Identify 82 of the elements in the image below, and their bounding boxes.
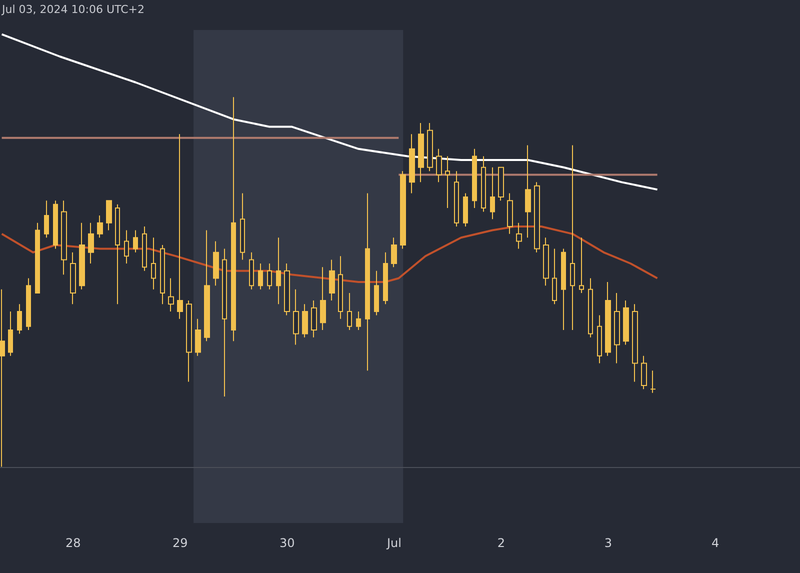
x-tick-label: 29 bbox=[172, 536, 188, 550]
candlestick bbox=[623, 300, 629, 346]
candlestick bbox=[418, 122, 424, 183]
candlestick bbox=[338, 256, 343, 320]
candlestick bbox=[409, 134, 415, 194]
candlestick bbox=[44, 200, 49, 238]
candlestick bbox=[61, 200, 67, 276]
candlestick bbox=[70, 252, 76, 305]
candlestick bbox=[204, 230, 210, 342]
candlestick bbox=[8, 311, 13, 356]
candlestick bbox=[391, 237, 397, 268]
x-tick-label: Jul bbox=[386, 536, 402, 550]
candlestick bbox=[160, 244, 165, 305]
candlestick bbox=[302, 304, 308, 338]
candlestick bbox=[0, 288, 5, 468]
text: Jul 03, 2024 10:06 UTC+2 bbox=[1, 3, 144, 16]
candlestick bbox=[356, 311, 361, 331]
candlestick bbox=[534, 182, 540, 253]
candlestick bbox=[240, 192, 245, 260]
candlestick bbox=[79, 222, 85, 290]
candlestick bbox=[97, 214, 103, 238]
candlestick bbox=[374, 270, 379, 316]
candlestick bbox=[597, 314, 602, 364]
candlestick bbox=[588, 278, 593, 338]
candlestick bbox=[320, 266, 326, 331]
candlestick bbox=[213, 240, 219, 286]
candlestick bbox=[436, 148, 442, 183]
candlestick bbox=[525, 144, 531, 238]
candlestick bbox=[124, 230, 129, 264]
candlestick bbox=[35, 222, 40, 294]
candlestick bbox=[427, 122, 433, 172]
candlestick bbox=[570, 144, 575, 331]
x-tick-label: 3 bbox=[604, 536, 612, 550]
candlestick bbox=[498, 166, 504, 202]
candlestick bbox=[347, 292, 352, 331]
candlestick bbox=[258, 262, 263, 290]
candlestick bbox=[561, 248, 566, 331]
candlestick bbox=[507, 192, 513, 234]
x-tick-label: 4 bbox=[711, 536, 720, 550]
candlestick bbox=[605, 281, 611, 356]
candlestick bbox=[552, 248, 557, 305]
candlestick bbox=[26, 278, 31, 331]
candlestick bbox=[641, 355, 647, 390]
candlestick bbox=[579, 237, 584, 294]
candlestick bbox=[543, 237, 549, 286]
candlestick bbox=[632, 304, 638, 382]
candlestick bbox=[454, 170, 459, 228]
candlestick bbox=[53, 200, 58, 250]
candlestick bbox=[17, 304, 22, 334]
candlestick bbox=[293, 288, 299, 346]
candlestick bbox=[329, 259, 335, 301]
x-tick-label: 2 bbox=[497, 536, 506, 550]
candlestick bbox=[383, 252, 388, 305]
candlestick bbox=[463, 192, 468, 228]
candlestick bbox=[267, 262, 272, 290]
candlestick bbox=[650, 370, 656, 394]
candlestick bbox=[284, 262, 290, 316]
candlestick bbox=[195, 318, 201, 356]
candlestick bbox=[142, 226, 147, 272]
candlestick bbox=[249, 252, 254, 290]
x-tick-label: 30 bbox=[280, 536, 295, 550]
candlestick bbox=[115, 204, 120, 305]
candlestick bbox=[490, 166, 495, 220]
candlestick bbox=[472, 148, 477, 209]
candlestick bbox=[177, 134, 183, 320]
candlestick bbox=[168, 278, 174, 312]
candlestick bbox=[365, 192, 370, 372]
candlestick bbox=[151, 237, 156, 290]
candlestick bbox=[400, 170, 406, 250]
candlestick bbox=[311, 300, 317, 338]
candlestick bbox=[88, 222, 94, 264]
candlestick bbox=[186, 300, 192, 382]
candlestick bbox=[276, 237, 281, 305]
candlestick bbox=[614, 292, 620, 364]
candlestick bbox=[516, 222, 522, 250]
candlestick bbox=[133, 230, 138, 253]
candlestick bbox=[106, 200, 112, 231]
candlestick bbox=[222, 248, 227, 398]
x-tick-label: 28 bbox=[65, 536, 81, 550]
candlestick bbox=[481, 156, 486, 212]
candlestick bbox=[231, 96, 236, 342]
candlestick bbox=[445, 156, 450, 209]
